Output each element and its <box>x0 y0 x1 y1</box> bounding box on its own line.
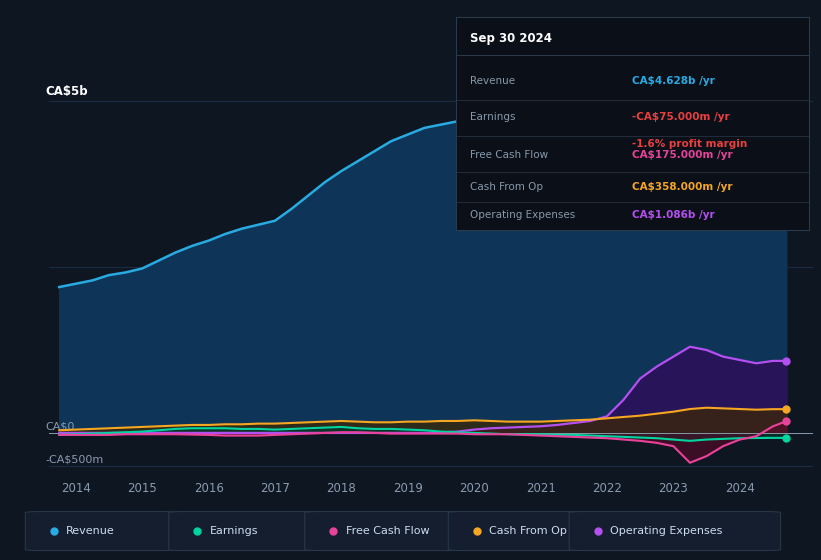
Text: Revenue: Revenue <box>470 76 515 86</box>
Text: -CA$75.000m /yr: -CA$75.000m /yr <box>632 112 730 122</box>
Text: -1.6% profit margin: -1.6% profit margin <box>632 139 747 150</box>
Text: Cash From Op: Cash From Op <box>470 182 543 192</box>
FancyBboxPatch shape <box>569 512 781 550</box>
Text: Earnings: Earnings <box>470 112 516 122</box>
Text: CA$1.086b /yr: CA$1.086b /yr <box>632 209 715 220</box>
Text: Sep 30 2024: Sep 30 2024 <box>470 32 552 45</box>
Text: CA$175.000m /yr: CA$175.000m /yr <box>632 150 733 160</box>
FancyBboxPatch shape <box>305 512 463 550</box>
FancyBboxPatch shape <box>169 512 320 550</box>
Text: CA$0: CA$0 <box>45 422 75 432</box>
Text: Free Cash Flow: Free Cash Flow <box>470 150 548 160</box>
Text: CA$5b: CA$5b <box>45 85 88 98</box>
Text: CA$4.628b /yr: CA$4.628b /yr <box>632 76 715 86</box>
Text: Operating Expenses: Operating Expenses <box>470 209 575 220</box>
Text: Revenue: Revenue <box>66 526 115 535</box>
FancyBboxPatch shape <box>25 512 177 550</box>
FancyBboxPatch shape <box>448 512 585 550</box>
Text: Cash From Op: Cash From Op <box>489 526 567 535</box>
Text: Earnings: Earnings <box>209 526 258 535</box>
Text: CA$358.000m /yr: CA$358.000m /yr <box>632 182 732 192</box>
Text: -CA$500m: -CA$500m <box>45 455 103 465</box>
Text: Free Cash Flow: Free Cash Flow <box>346 526 429 535</box>
Text: Operating Expenses: Operating Expenses <box>610 526 722 535</box>
